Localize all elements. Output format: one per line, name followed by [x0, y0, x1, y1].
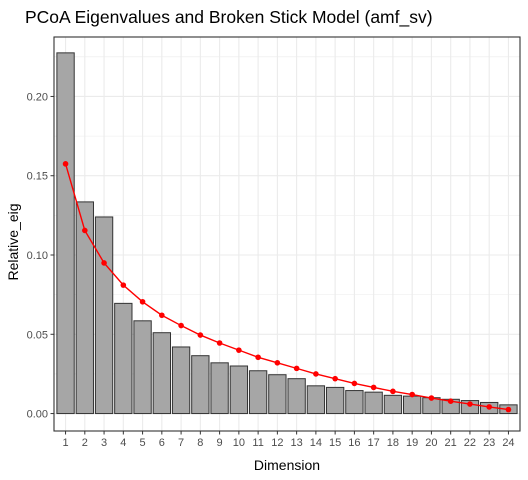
line-point: [332, 375, 338, 382]
broken-stick-line: [62, 161, 512, 413]
x-tick-label: 21: [445, 437, 457, 449]
line-point: [197, 332, 204, 338]
bar: [345, 390, 364, 415]
line-point: [467, 401, 473, 407]
x-tick-label: 5: [140, 437, 146, 449]
x-tick-label: 13: [291, 437, 303, 449]
x-tick-label: 24: [502, 437, 514, 449]
line-point: [409, 391, 415, 398]
x-tick-label: 12: [271, 437, 283, 449]
bar: [403, 395, 422, 415]
line-point: [255, 354, 261, 361]
x-tick-label: 23: [483, 437, 495, 449]
x-axis-ticks: 1 2 3 4 5 6 7 8 9 10 11 12 13 14 15 16 17 18 19 20 21 22 23 24: [62, 431, 515, 449]
line-point: [120, 282, 127, 288]
x-tick-label: 20: [425, 437, 437, 449]
y-tick-label: 0.10: [27, 250, 48, 262]
panel-frame: [53, 36, 521, 432]
x-tick-label: 7: [178, 437, 184, 449]
y-tick-label: 0.00: [27, 409, 48, 421]
x-tick-label: 17: [368, 437, 380, 449]
line-point: [82, 227, 88, 234]
line-point: [370, 384, 377, 391]
x-tick-label: 14: [310, 437, 322, 449]
y-tick-label: 0.20: [27, 91, 48, 103]
bar: [268, 374, 287, 415]
bar: [325, 386, 345, 415]
bar: [191, 355, 210, 415]
bar: [171, 346, 191, 415]
bar: [287, 378, 306, 415]
line-point: [313, 371, 319, 377]
x-tick-label: 2: [82, 437, 88, 449]
chart-title: PCoA Eigenvalues and Broken Stick Model …: [25, 7, 433, 28]
y-axis-ticks: 0.00 0.05 0.10 0.15 0.20: [27, 91, 54, 421]
x-tick-label: 6: [159, 437, 165, 449]
bar: [114, 302, 133, 415]
plot-border: [53, 36, 521, 432]
line-point: [159, 312, 165, 319]
bar: [210, 362, 229, 415]
line-point: [178, 322, 184, 329]
line-point: [139, 298, 146, 305]
bar: [133, 320, 152, 415]
y-axis-title: Relative_eig: [5, 203, 21, 280]
line-point: [274, 360, 281, 366]
line-point: [101, 260, 107, 266]
bar: [248, 370, 268, 415]
bar: [94, 216, 114, 415]
x-tick-label: 4: [120, 437, 126, 449]
y-tick-label: 0.05: [27, 329, 48, 341]
bar: [56, 52, 75, 415]
bar: [383, 394, 403, 415]
bar: [364, 391, 383, 415]
x-tick-label: 8: [197, 437, 203, 449]
series-line: [64, 163, 509, 411]
x-tick-label: 18: [387, 437, 399, 449]
bar: [75, 201, 94, 415]
bar: [152, 332, 171, 415]
x-tick-label: 10: [233, 437, 245, 449]
x-tick-label: 16: [348, 437, 360, 449]
x-tick-label: 1: [62, 437, 68, 449]
line-point: [486, 404, 492, 410]
line-point: [62, 161, 69, 167]
x-tick-label: 19: [406, 437, 418, 449]
x-tick-label: 15: [329, 437, 341, 449]
x-tick-label: 22: [464, 437, 476, 449]
y-tick-label: 0.15: [27, 171, 48, 183]
line-point: [390, 388, 396, 395]
bar: [306, 385, 326, 415]
x-axis-title: Dimension: [254, 457, 320, 473]
line-point: [428, 395, 435, 401]
x-tick-label: 3: [101, 437, 107, 449]
line-point: [505, 406, 512, 413]
line-point: [293, 365, 300, 372]
line-point: [447, 398, 454, 404]
x-tick-label: 11: [252, 437, 263, 449]
line-point: [216, 340, 223, 346]
bar: [229, 365, 249, 415]
line-point: [351, 380, 358, 387]
line-point: [236, 347, 242, 353]
x-tick-label: 9: [217, 437, 223, 449]
